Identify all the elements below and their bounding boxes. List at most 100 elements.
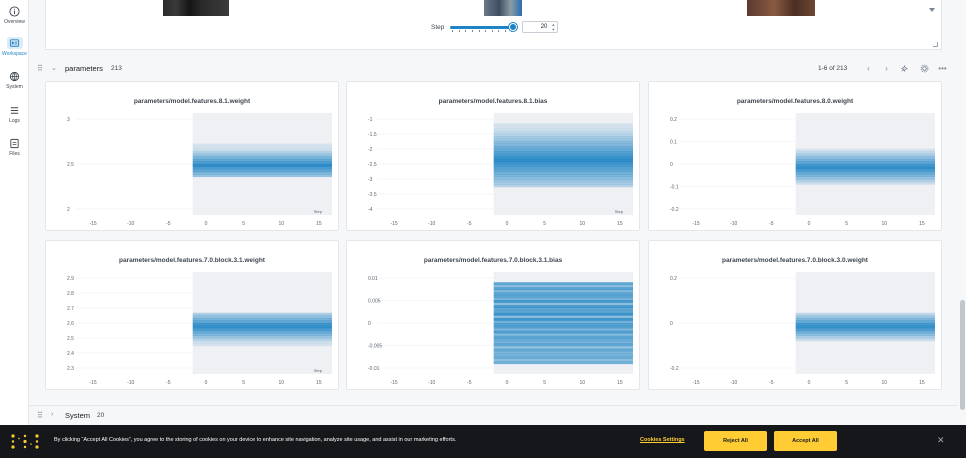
chart-title: parameters/model.features.7.0.block.3.0.… (722, 257, 868, 264)
heatmap-band (493, 300, 633, 303)
workspace-icon (6, 37, 23, 49)
heatmap-band (493, 125, 633, 129)
heatmap-band (192, 143, 332, 147)
x-tick-label: 15 (617, 221, 623, 227)
drag-handle-icon[interactable]: ⠿ (37, 64, 43, 73)
y-tick-label: -0.1 (670, 185, 679, 191)
x-tick-label: -5 (166, 380, 171, 386)
x-tick-label: -15 (692, 221, 699, 227)
y-tick-label: 2.6 (67, 321, 74, 327)
drag-handle-icon[interactable]: ⠿ (37, 411, 43, 420)
heatmap-band (795, 315, 935, 319)
chevron-left-icon[interactable]: ‹ (867, 64, 870, 73)
chart-card[interactable]: 0.01 0.005 0 -0.005 -0.01 -15 -10 -5 0 5 10 15 param… (346, 240, 640, 390)
y-tick-label: 0.005 (368, 299, 381, 305)
accept-all-button[interactable]: Accept All (774, 431, 837, 451)
x-tick-label: 5 (242, 380, 245, 386)
heatmap-band (493, 171, 633, 175)
heatmap-band (192, 151, 332, 155)
chart-plot: -1 -1.5 -2 -2.5 -3 -3.5 -4 -15 -10 -5 0 5 10 15 Step (368, 113, 633, 227)
sidebar-item-workspace[interactable]: Workspace (0, 37, 29, 63)
step-slider[interactable] (450, 21, 518, 33)
media-thumbnail (163, 0, 229, 16)
y-tick-label: -3 (368, 177, 373, 183)
section-count: 20 (97, 412, 105, 419)
heatmap-band (493, 292, 633, 296)
x-tick-label: -10 (730, 380, 737, 386)
scrollbar-thumb[interactable] (960, 300, 965, 410)
heatmap-band (192, 161, 332, 165)
heatmap-band (493, 146, 633, 149)
scrollbar[interactable] (958, 0, 966, 425)
heatmap-band (795, 158, 935, 162)
heatmap-band (493, 123, 633, 127)
heatmap-band (493, 287, 633, 291)
heatmap-band (493, 294, 633, 298)
heatmap-band (493, 317, 633, 321)
slider-thumb[interactable] (509, 23, 518, 31)
heatmap-band (493, 305, 633, 308)
y-tick-label: 0 (368, 321, 371, 327)
y-tick-label: 3 (67, 117, 70, 123)
heatmap-band (493, 148, 633, 152)
chevron-down-icon[interactable]: ⌄ (51, 65, 57, 72)
sidebar-item-label: Overview (4, 19, 25, 25)
heatmap-band (493, 151, 633, 155)
more-icon[interactable]: ••• (938, 64, 947, 73)
sidebar-item-files[interactable]: Files (0, 137, 29, 163)
heatmap-band (192, 158, 332, 162)
chevron-right-icon[interactable]: › (885, 64, 888, 73)
reject-all-button[interactable]: Reject All (704, 431, 767, 451)
chevron-down-icon[interactable] (929, 8, 935, 12)
y-tick-label: 0.01 (368, 276, 378, 282)
heatmap-band (192, 169, 332, 172)
close-icon[interactable]: ✕ (937, 435, 945, 445)
section-title[interactable]: System (65, 411, 91, 420)
sidebar-item-label: Logs (9, 118, 20, 124)
heatmap-band (493, 282, 633, 286)
chart-card[interactable]: 0.2 0 -0.2 -15 -10 -5 0 5 10 15 parameters/model.f… (648, 240, 942, 390)
sidebar-item-logs[interactable]: Logs (0, 104, 29, 130)
logo-icon (11, 434, 39, 449)
heatmap-band (192, 148, 332, 152)
x-tick-label: 15 (919, 380, 925, 386)
cookie-settings-link[interactable]: Cookies Settings (640, 437, 685, 443)
sidebar-item-system[interactable]: System (0, 70, 29, 96)
chart-card[interactable]: 2.9 2.8 2.7 2.6 2.5 2.4 2.3 -15 -10 -5 0 5 10 15 Step p… (45, 240, 339, 390)
section-header-parameters: ⠿ ⌄ parameters 213 1-6 of 213 ‹ › ••• (29, 58, 966, 80)
gear-icon[interactable] (919, 63, 930, 74)
chart-plot: 3 2.5 2 -15 -10 -5 0 5 10 15 Step (67, 113, 332, 227)
chart-card[interactable]: 3 2.5 2 -15 -10 -5 0 5 10 15 Step parameters/model.… (45, 81, 339, 231)
heatmap-band (493, 351, 633, 354)
heatmap-band (795, 323, 935, 326)
x-tick-label: -10 (428, 380, 435, 386)
chart-card[interactable]: -1 -1.5 -2 -2.5 -3 -3.5 -4 -15 -10 -5 0 5 10 15 Step pa… (346, 81, 640, 231)
spinner-icon[interactable]: ▲ ▼ (551, 22, 556, 32)
sparkle-icon[interactable] (899, 63, 910, 74)
x-tick-label: -5 (467, 221, 472, 227)
chart-plot: 0.01 0.005 0 -0.005 -0.01 -15 -10 -5 0 5 10 15 (368, 272, 633, 386)
heatmap-band (795, 166, 935, 170)
file-icon (9, 137, 21, 149)
heatmap-band (493, 348, 633, 352)
x-tick-label: -15 (692, 380, 699, 386)
sidebar-item-overview[interactable]: Overview (0, 5, 29, 31)
chart-plot: 0.2 0.1 0 -0.1 -0.2 -15 -10 -5 0 5 10 15 (670, 113, 935, 227)
x-tick-label: -15 (390, 380, 397, 386)
chart-card[interactable]: 0.2 0.1 0 -0.1 -0.2 -15 -10 -5 0 5 10 15 parameters/… (648, 81, 942, 231)
x-tick-label: -5 (467, 380, 472, 386)
resize-handle-icon[interactable] (933, 42, 938, 47)
heatmap-band (493, 310, 633, 314)
heatmap-band (192, 146, 332, 149)
step-input[interactable]: 20 ▲ ▼ (522, 21, 559, 33)
chevron-right-icon[interactable]: › (51, 411, 54, 418)
x-tick-label: 15 (316, 221, 322, 227)
heatmap-band (493, 323, 633, 326)
heatmap-band (493, 138, 633, 142)
heatmap-band (493, 345, 633, 349)
heatmap-band (493, 184, 633, 188)
section-title[interactable]: parameters (65, 64, 103, 73)
section-header-system: ⠿ › System 20 (29, 405, 966, 425)
info-icon (9, 5, 21, 17)
chart-plot: 2.9 2.8 2.7 2.6 2.5 2.4 2.3 -15 -10 -5 0 5 10 15 Step (67, 272, 332, 386)
